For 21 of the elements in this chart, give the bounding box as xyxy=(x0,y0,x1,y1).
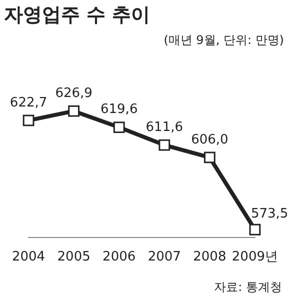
data-label: 626,9 xyxy=(55,86,92,101)
x-tick-label: 2006 xyxy=(102,250,136,265)
x-tick-label: 2009년 xyxy=(232,250,278,265)
data-label: 622,7 xyxy=(10,95,48,110)
point xyxy=(113,122,125,133)
chart-title: 자영업주 수 추이 xyxy=(4,3,150,28)
point xyxy=(22,114,34,126)
point xyxy=(204,152,216,164)
chart-subtitle: (매년 9월, 단위: 만명) xyxy=(164,32,284,49)
data-label: 573,5 xyxy=(250,206,288,222)
point xyxy=(249,224,261,236)
x-tick-label: 2008 xyxy=(193,250,226,265)
x-tick-label: 2007 xyxy=(148,250,181,265)
data-label: 606,0 xyxy=(191,132,228,148)
point xyxy=(68,105,80,117)
data-label: 611,6 xyxy=(146,120,183,135)
x-tick-label: 2004 xyxy=(12,250,46,265)
text: 자료: 통계청 xyxy=(214,279,282,296)
data-label: 619,6 xyxy=(100,102,138,118)
point xyxy=(158,139,170,151)
x-tick-label: 2005 xyxy=(57,250,90,265)
